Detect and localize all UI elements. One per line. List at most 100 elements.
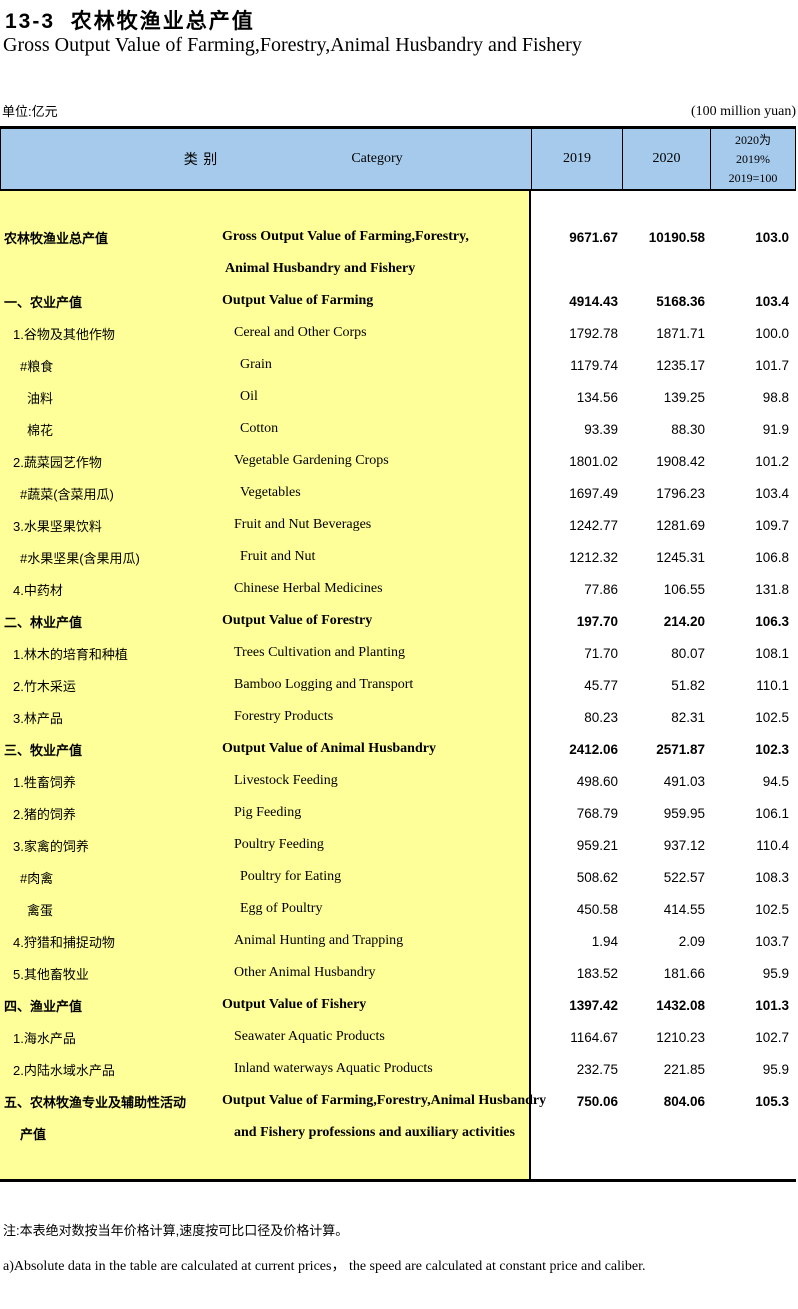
footnote-en: a)Absolute data in the table are calcula… [3, 1259, 646, 1274]
cell-2019: 1.94 [591, 933, 618, 949]
page-subtitle: Gross Output Value of Farming,Forestry,A… [3, 34, 582, 56]
cell-2019: 768.79 [576, 805, 618, 821]
cell-2019: 232.75 [576, 1061, 618, 1077]
cell-category-en: Vegetable Gardening Crops [234, 453, 389, 468]
cell-category-en: Output Value of Fishery [222, 997, 367, 1012]
cell-2020: 937.12 [663, 837, 705, 853]
cell-index: 95.9 [762, 1061, 789, 1077]
cell-2020: 1235.17 [656, 357, 705, 373]
cell-category-cn: 4.中药材 [13, 582, 63, 598]
cell-category-cn: #粮食 [20, 358, 54, 374]
cell-index: 103.4 [755, 293, 789, 309]
table-row: 3.水果坚果饮料 Fruit and Nut Beverages 1242.77 12… [0, 509, 796, 541]
cell-index: 101.3 [755, 997, 789, 1013]
cell-index: 110.1 [756, 677, 789, 693]
page-title: 13-3 农林牧渔业总产值 [5, 10, 255, 33]
table-row: 禽蛋 Egg of Poultry 450.58 414.55 102.5 [0, 893, 796, 925]
cell-2019: 183.52 [576, 965, 618, 981]
cell-2020: 51.82 [671, 677, 705, 693]
cell-index: 102.3 [755, 741, 789, 757]
table-row: 1.谷物及其他作物 Cereal and Other Corps 1792.78 18… [0, 317, 796, 349]
table-row: 农林牧渔业总产值 Gross Output Value of Farming,Fo… [0, 221, 796, 253]
cell-2019: 45.77 [584, 677, 618, 693]
cell-category-en: Animal Hunting and Trapping [234, 933, 404, 948]
cell-index: 108.1 [755, 645, 789, 661]
cell-2020: 804.06 [663, 1093, 705, 1109]
cell-category-en: Vegetables [240, 485, 301, 500]
cell-index: 102.5 [755, 901, 789, 917]
cell-category-en: Egg of Poultry [240, 901, 323, 916]
table-row: 1.牲畜饲养 Livestock Feeding 498.60 491.03 94.5 [0, 765, 796, 797]
header-category-en: Category [351, 151, 403, 166]
table-row: 三、牧业产值 Output Value of Animal Husbandry 24… [0, 733, 796, 765]
cell-category-en: and Fishery professions and auxiliary ac… [234, 1125, 515, 1140]
cell-index: 106.8 [755, 549, 789, 565]
cell-category-cn: 农林牧渔业总产值 [4, 230, 109, 246]
cell-2020: 82.31 [671, 709, 705, 725]
header-category-cell: 类 别 Category [1, 129, 531, 189]
table-row: 一、农业产值 Output Value of Farming 4914.43 5168… [0, 285, 796, 317]
table-body: 农林牧渔业总产值 Gross Output Value of Farming,Fo… [0, 191, 796, 1182]
cell-category-en: Seawater Aquatic Products [234, 1029, 385, 1044]
cell-2019: 80.23 [584, 709, 618, 725]
cell-2019: 1242.77 [569, 517, 618, 533]
cell-2020: 2.09 [678, 933, 705, 949]
cell-category-en: Output Value of Farming,Forestry,Animal … [222, 1093, 547, 1108]
cell-category-en: Other Animal Husbandry [234, 965, 376, 980]
cell-category-en: Chinese Herbal Medicines [234, 581, 383, 596]
cell-category-cn: #水果坚果(含果用瓜) [20, 550, 140, 566]
cell-category-cn: 禽蛋 [27, 902, 54, 918]
cell-2020: 139.25 [663, 389, 705, 405]
cell-category-cn: 三、牧业产值 [4, 742, 83, 758]
table-row: 3.林产品 Forestry Products 80.23 82.31 102.5 [0, 701, 796, 733]
cell-2020: 959.95 [663, 805, 705, 821]
cell-category-cn: 一、农业产值 [4, 294, 83, 310]
cell-category-cn: 1.谷物及其他作物 [13, 326, 115, 342]
cell-2020: 1796.23 [656, 485, 705, 501]
cell-category-en: Forestry Products [234, 709, 334, 724]
header-index-line3: 2019=100 [728, 170, 778, 185]
cell-2020: 80.07 [671, 645, 705, 661]
cell-2019: 1697.49 [569, 485, 618, 501]
cell-index: 103.7 [755, 933, 789, 949]
cell-category-en: Livestock Feeding [234, 773, 338, 788]
table-row: 1.林木的培育和种植 Trees Cultivation and Planting… [0, 637, 796, 669]
cell-category-en: Inland waterways Aquatic Products [234, 1061, 433, 1076]
cell-category-cn: 二、林业产值 [4, 614, 83, 630]
cell-2020: 221.85 [663, 1061, 705, 1077]
cell-category-cn: 2.竹木采运 [13, 678, 76, 694]
cell-2020: 1245.31 [656, 549, 705, 565]
cell-2020: 5168.36 [656, 293, 705, 309]
table-row: 2.蔬菜园艺作物 Vegetable Gardening Crops 1801.02… [0, 445, 796, 477]
table-row: 2.竹木采运 Bamboo Logging and Transport 45.77 5… [0, 669, 796, 701]
cell-category-en: Oil [240, 389, 258, 404]
header-category-cn: 类 别 [183, 153, 219, 168]
cell-category-en: Animal Husbandry and Fishery [225, 261, 416, 276]
cell-category-en: Fruit and Nut Beverages [234, 517, 372, 532]
cell-index: 103.0 [755, 229, 789, 245]
table-row: 1.海水产品 Seawater Aquatic Products 1164.67 12… [0, 1021, 796, 1053]
cell-2020: 414.55 [663, 901, 705, 917]
cell-category-cn: 产值 [20, 1126, 47, 1142]
cell-2019: 77.86 [584, 581, 618, 597]
table-row: 2.猪的饲养 Pig Feeding 768.79 959.95 106.1 [0, 797, 796, 829]
cell-2019: 93.39 [584, 421, 618, 437]
cell-2019: 9671.67 [569, 229, 618, 245]
cell-2020: 10190.58 [648, 229, 705, 245]
cell-2019: 1164.67 [570, 1029, 618, 1045]
cell-category-cn: 1.海水产品 [13, 1030, 76, 1046]
cell-index: 106.1 [755, 805, 789, 821]
cell-index: 94.5 [762, 773, 789, 789]
cell-index: 91.9 [762, 421, 789, 437]
cell-category-en: Bamboo Logging and Transport [234, 677, 414, 692]
cell-2019: 1179.74 [570, 357, 618, 373]
cell-category-en: Grain [240, 357, 272, 372]
table-row: 4.中药材 Chinese Herbal Medicines 77.86 106.55… [0, 573, 796, 605]
cell-category-cn: 五、农林牧渔专业及辅助性活动 [4, 1094, 187, 1110]
table-body-rows: 农林牧渔业总产值 Gross Output Value of Farming,Fo… [0, 191, 796, 1149]
header-index: 2020为 2019% 2019=100 [710, 129, 795, 189]
cell-category-en: Fruit and Nut [240, 549, 316, 564]
cell-index: 105.3 [755, 1093, 789, 1109]
data-table: 类 别 Category 2019 2020 2020为 2019% 2019=… [0, 126, 796, 1182]
cell-index: 100.0 [755, 325, 789, 341]
